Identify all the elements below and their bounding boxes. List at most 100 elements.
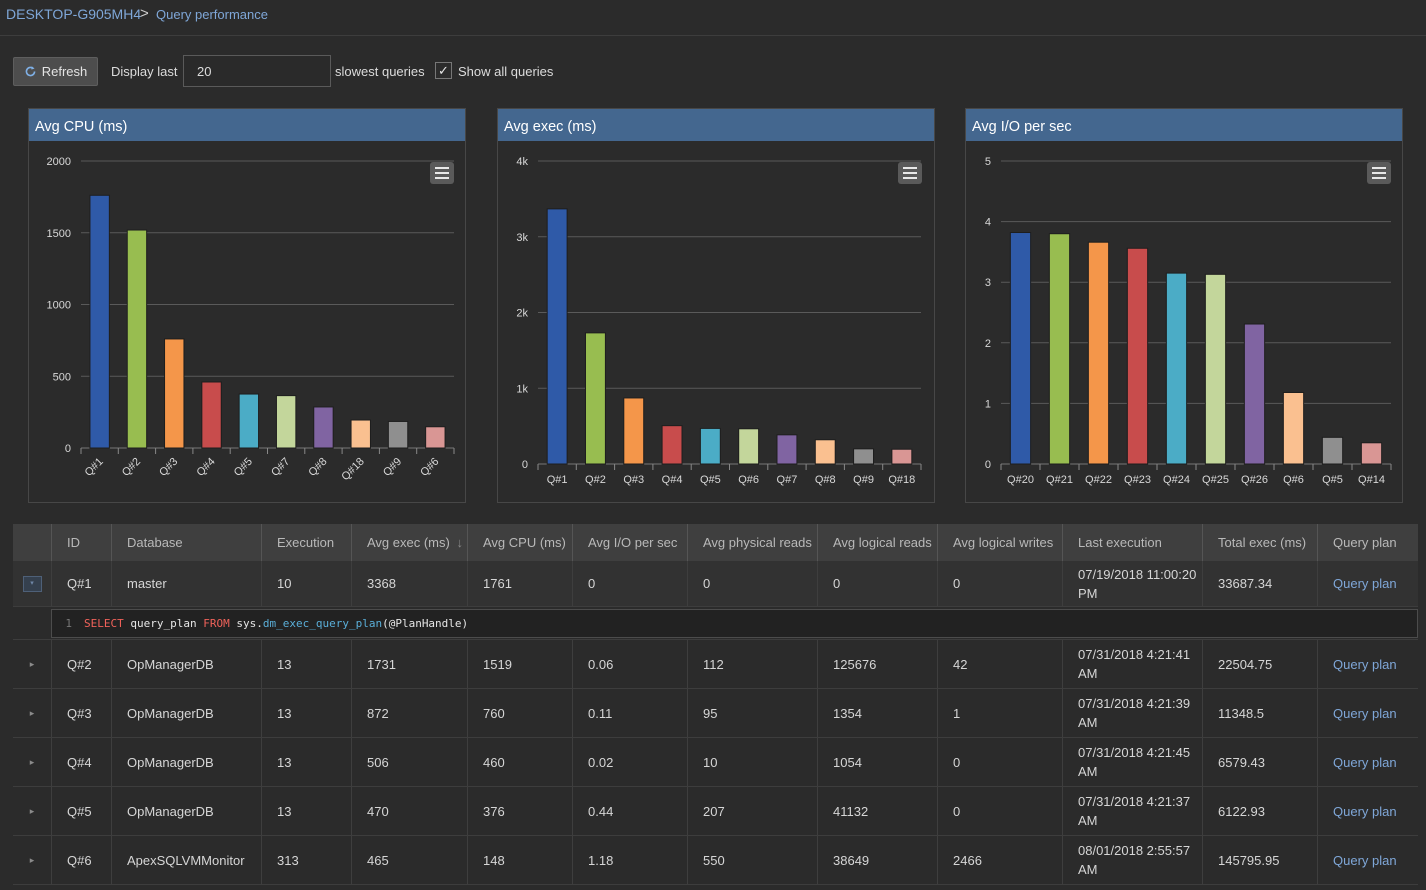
sql-args: (@PlanHandle) — [382, 617, 469, 630]
column-header-avg-logical-reads[interactable]: Avg logical reads — [817, 524, 937, 561]
bar-Q18[interactable] — [350, 419, 371, 449]
x-tick-label: Q#26 — [1241, 474, 1268, 486]
cell-avg-io: 1.18 — [572, 836, 687, 884]
y-tick-label: 0 — [65, 443, 71, 455]
row-expand-toggle[interactable]: ▸ — [13, 787, 51, 835]
bar-Q23[interactable] — [1126, 247, 1149, 465]
bar-Q5[interactable] — [1321, 436, 1344, 465]
column-header-total-exec[interactable]: Total exec (ms) — [1202, 524, 1317, 561]
bar-Q21[interactable] — [1048, 233, 1071, 465]
column-header-avg-exec[interactable]: Avg exec (ms) ↓ — [351, 524, 467, 561]
bar-Q1[interactable] — [546, 208, 568, 465]
query-plan-link[interactable]: Query plan — [1317, 738, 1418, 786]
cell-avg-cpu: 760 — [467, 689, 572, 737]
column-header-query-plan[interactable]: Query plan — [1317, 524, 1418, 561]
bar-Q5[interactable] — [238, 393, 260, 449]
bar-Q4[interactable] — [201, 381, 222, 449]
cell-avg-exec: 470 — [351, 787, 467, 835]
table-row[interactable]: ▸ Q#5 OpManagerDB 13 470 376 0.44 207 41132 0 07/3… — [13, 787, 1418, 836]
show-all-checkbox[interactable]: ✓ — [435, 62, 452, 79]
x-tick-label: Q#9 — [381, 456, 404, 479]
bar-Q5[interactable] — [699, 427, 721, 465]
x-tick-label: Q#1 — [547, 474, 568, 486]
query-plan-link[interactable]: Query plan — [1317, 640, 1418, 688]
x-tick-label: Q#5 — [700, 474, 721, 486]
bar-Q3[interactable] — [623, 397, 645, 465]
y-tick-label: 4k — [516, 156, 528, 168]
bar-Q9[interactable] — [387, 420, 409, 449]
refresh-button[interactable]: Refresh — [13, 57, 98, 86]
cell-avg-physical-reads: 10 — [687, 738, 817, 786]
sql-code-viewer[interactable]: 1 SELECT query_plan FROM sys.dm_exec_quer… — [51, 609, 1418, 638]
line-number: 1 — [65, 617, 72, 630]
chart-menu-icon[interactable] — [898, 162, 922, 184]
bar-Q14[interactable] — [1360, 442, 1383, 465]
cell-avg-physical-reads: 0 — [687, 561, 817, 606]
bar-Q7[interactable] — [275, 395, 297, 449]
cell-avg-cpu: 148 — [467, 836, 572, 884]
cell-last-execution: 07/31/2018 4:21:39 AM — [1062, 689, 1202, 737]
bar-Q26[interactable] — [1243, 323, 1266, 465]
column-header-id[interactable]: ID — [51, 524, 111, 561]
cell-total-exec: 145795.95 — [1202, 836, 1317, 884]
column-header-avg-physical-reads[interactable]: Avg physical reads — [687, 524, 817, 561]
bar-Q6[interactable] — [1282, 391, 1305, 465]
y-tick-label: 1 — [985, 398, 991, 410]
query-count-input[interactable] — [183, 55, 331, 87]
query-plan-link[interactable]: Query plan — [1317, 836, 1418, 884]
bar-Q7[interactable] — [776, 434, 798, 465]
row-expand-toggle[interactable]: ▸ — [13, 640, 51, 688]
avg-io-chart: 0 1 2 3 4 5 Q#20 Q#21 Q#22 Q#23 Q#24 Q#25 Q#26 Q#6 Q#5… — [985, 156, 1392, 486]
breadcrumb-current-page[interactable]: Query performance — [156, 7, 268, 22]
bar-Q4[interactable] — [661, 425, 683, 465]
bar-Q8[interactable] — [313, 406, 334, 449]
cell-database: OpManagerDB — [111, 738, 261, 786]
bar-Q25[interactable] — [1204, 273, 1227, 465]
table-row[interactable]: ▸ Q#6 ApexSQLVMMonitor 313 465 148 1.18 550 3864… — [13, 836, 1418, 885]
cell-avg-exec: 506 — [351, 738, 467, 786]
bar-Q8[interactable] — [814, 439, 836, 465]
column-header-execution[interactable]: Execution — [261, 524, 351, 561]
query-plan-link[interactable]: Query plan — [1317, 561, 1418, 606]
cell-total-exec: 6579.43 — [1202, 738, 1317, 786]
x-tick-label: Q#25 — [1202, 474, 1229, 486]
row-expand-toggle[interactable]: ▸ — [13, 738, 51, 786]
bar-Q6[interactable] — [425, 426, 446, 449]
table-row[interactable]: ▸ Q#4 OpManagerDB 13 506 460 0.02 10 1054 0 07/31/… — [13, 738, 1418, 787]
cell-id: Q#5 — [51, 787, 111, 835]
cell-avg-logical-reads: 0 — [817, 561, 937, 606]
column-header-avg-cpu[interactable]: Avg CPU (ms) — [467, 524, 572, 561]
show-all-label[interactable]: Show all queries — [458, 64, 554, 79]
table-row[interactable]: ▸ Q#2 OpManagerDB 13 1731 1519 0.06 112 125676 42… — [13, 640, 1418, 689]
x-tick-label: Q#3 — [623, 474, 644, 486]
bar-Q2[interactable] — [126, 229, 148, 449]
query-plan-link[interactable]: Query plan — [1317, 689, 1418, 737]
bar-Q22[interactable] — [1087, 241, 1110, 465]
column-header-database[interactable]: Database — [111, 524, 261, 561]
bar-Q9[interactable] — [853, 448, 875, 465]
column-header-avg-logical-writes[interactable]: Avg logical writes — [937, 524, 1062, 561]
cell-last-execution: 07/31/2018 4:21:41 AM — [1062, 640, 1202, 688]
chart-menu-icon[interactable] — [430, 162, 454, 184]
chart-menu-icon[interactable] — [1367, 162, 1391, 184]
bar-Q3[interactable] — [164, 338, 185, 449]
bar-Q20[interactable] — [1009, 232, 1032, 465]
query-plan-link[interactable]: Query plan — [1317, 787, 1418, 835]
cell-id: Q#1 — [51, 561, 111, 606]
row-expand-toggle[interactable]: ▸ — [13, 689, 51, 737]
bar-Q2[interactable] — [584, 332, 606, 465]
cell-avg-logical-reads: 41132 — [817, 787, 937, 835]
table-row[interactable]: ▸ Q#3 OpManagerDB 13 872 760 0.11 95 1354 1 07/31/… — [13, 689, 1418, 738]
expand-icon: ▸ — [29, 805, 35, 816]
y-tick-label: 500 — [53, 371, 71, 383]
bar-Q24[interactable] — [1165, 272, 1188, 465]
bar-Q1[interactable] — [89, 194, 110, 449]
bar-Q18[interactable] — [891, 448, 913, 465]
bar-Q6[interactable] — [738, 428, 760, 465]
breadcrumb-server-link[interactable]: DESKTOP-G905MH4 — [6, 6, 142, 22]
row-expand-toggle[interactable]: ▸ — [13, 836, 51, 884]
column-header-last-execution[interactable]: Last execution — [1062, 524, 1202, 561]
row-expand-toggle[interactable]: ▾ — [13, 561, 51, 606]
column-header-avg-io[interactable]: Avg I/O per sec — [572, 524, 687, 561]
table-row[interactable]: ▾ Q#1 master 10 3368 1761 0 0 0 0 07/19/… — [13, 561, 1418, 607]
